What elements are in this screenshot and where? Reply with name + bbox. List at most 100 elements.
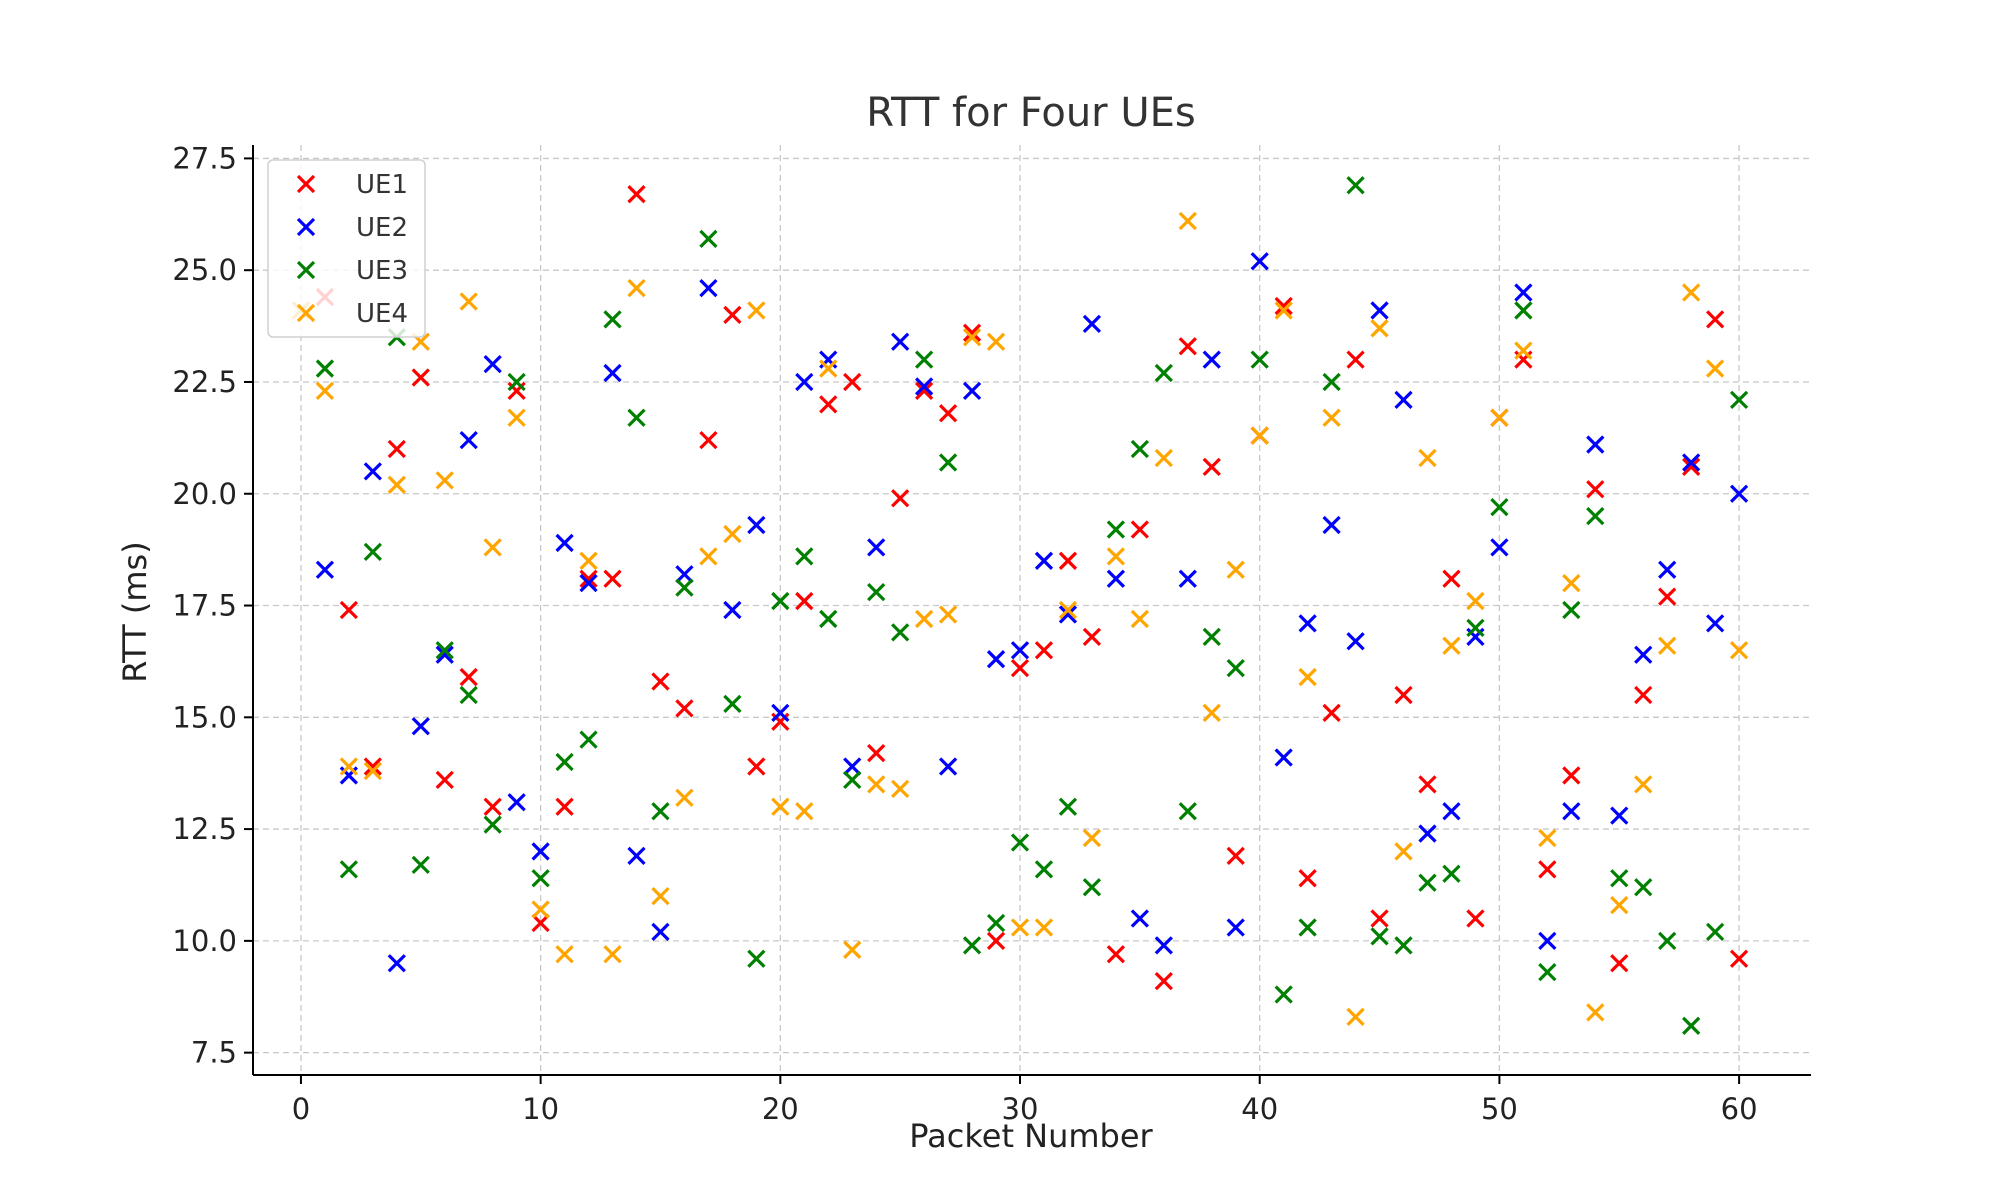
x-tick-label: 40 [1241, 1092, 1278, 1126]
data-point [795, 372, 814, 392]
y-tick-label: 7.5 [191, 1036, 237, 1070]
data-point [1250, 350, 1269, 369]
data-point [915, 350, 934, 369]
data-point [315, 560, 335, 579]
data-point [1442, 802, 1461, 821]
data-point [771, 591, 790, 611]
x-tick-label: 30 [1002, 1092, 1039, 1126]
data-point [1466, 591, 1485, 611]
axes: 0 10 20 30 40 50 60 7.5 10.0 12.5 15.0 17.5 20.0 22.5… [172, 141, 1811, 1126]
data-point [531, 869, 550, 888]
data-point [1250, 426, 1269, 445]
data-point [1274, 301, 1293, 320]
data-point [1729, 641, 1749, 660]
data-point [843, 940, 862, 959]
data-point [1082, 627, 1102, 646]
data-point [1034, 551, 1054, 570]
data-point [1082, 314, 1102, 333]
data-point [1010, 833, 1030, 852]
data-point [483, 538, 502, 557]
data-point [1346, 350, 1365, 369]
data-point [555, 945, 574, 964]
data-point [1178, 337, 1197, 356]
data-point [1442, 864, 1461, 883]
data-point [411, 855, 430, 874]
chart-title: RTT for Four UEs [866, 90, 1195, 136]
x-tick-label: 60 [1721, 1092, 1758, 1126]
data-point [986, 931, 1006, 950]
data-point [1274, 985, 1293, 1004]
data-point [675, 699, 694, 718]
y-axis-label: RTT (ms) [116, 541, 154, 682]
data-point [1082, 828, 1102, 848]
legend-marker [296, 260, 316, 280]
data-point [1562, 574, 1581, 593]
data-point [843, 372, 862, 392]
data-point [723, 600, 742, 620]
data-point [1226, 560, 1245, 579]
data-point [435, 641, 454, 660]
data-point [1562, 766, 1581, 785]
series-ue4 [291, 211, 1749, 1027]
data-point [1466, 618, 1485, 638]
data-point [435, 770, 454, 790]
data-point [1562, 600, 1581, 620]
data-point [603, 363, 622, 383]
data-point [867, 743, 886, 763]
data-point [723, 524, 742, 544]
data-point [1058, 605, 1078, 624]
data-point [483, 815, 502, 834]
data-point [1346, 632, 1365, 651]
data-point [1466, 909, 1485, 928]
data-point [771, 703, 790, 722]
data-point [1586, 1003, 1605, 1022]
data-point [1634, 645, 1653, 664]
data-point [1682, 453, 1701, 472]
data-point [699, 278, 718, 298]
data-point [1370, 319, 1389, 338]
data-point [459, 292, 478, 311]
data-point [627, 185, 646, 204]
data-point [1034, 641, 1054, 660]
legend: UE1 UE2 UE3 UE4 [267, 159, 426, 338]
data-point [1274, 296, 1293, 316]
data-point [675, 578, 694, 597]
data-point [435, 471, 454, 490]
data-point [819, 395, 838, 414]
data-point [819, 359, 838, 378]
data-point [1130, 909, 1149, 928]
data-point [1682, 457, 1701, 477]
data-point [915, 377, 934, 396]
x-tick-label: 0 [292, 1092, 310, 1126]
data-point [651, 672, 670, 691]
data-point [1490, 538, 1509, 557]
data-point [675, 788, 694, 807]
data-point [1178, 211, 1197, 231]
data-point [867, 582, 886, 602]
legend-label: UE2 [356, 213, 408, 243]
data-point [699, 547, 718, 566]
data-point [387, 439, 406, 459]
data-point [1058, 551, 1078, 570]
data-point [1154, 363, 1173, 383]
data-point [1130, 520, 1149, 539]
data-point [891, 779, 910, 798]
data-point [1058, 600, 1078, 620]
data-point [867, 538, 886, 557]
data-point [1370, 301, 1389, 320]
data-point [938, 453, 958, 472]
data-point [1226, 658, 1245, 678]
data-point [1298, 869, 1317, 888]
data-point [579, 569, 598, 588]
data-point [1370, 909, 1389, 928]
legend-marker [296, 174, 316, 194]
data-point [1514, 283, 1533, 302]
data-point [531, 913, 550, 933]
legend-marker [296, 303, 316, 323]
data-point [1322, 703, 1341, 722]
data-point [555, 752, 574, 772]
data-point [962, 323, 982, 342]
data-point [891, 489, 910, 508]
grid-lines [253, 145, 1811, 1075]
